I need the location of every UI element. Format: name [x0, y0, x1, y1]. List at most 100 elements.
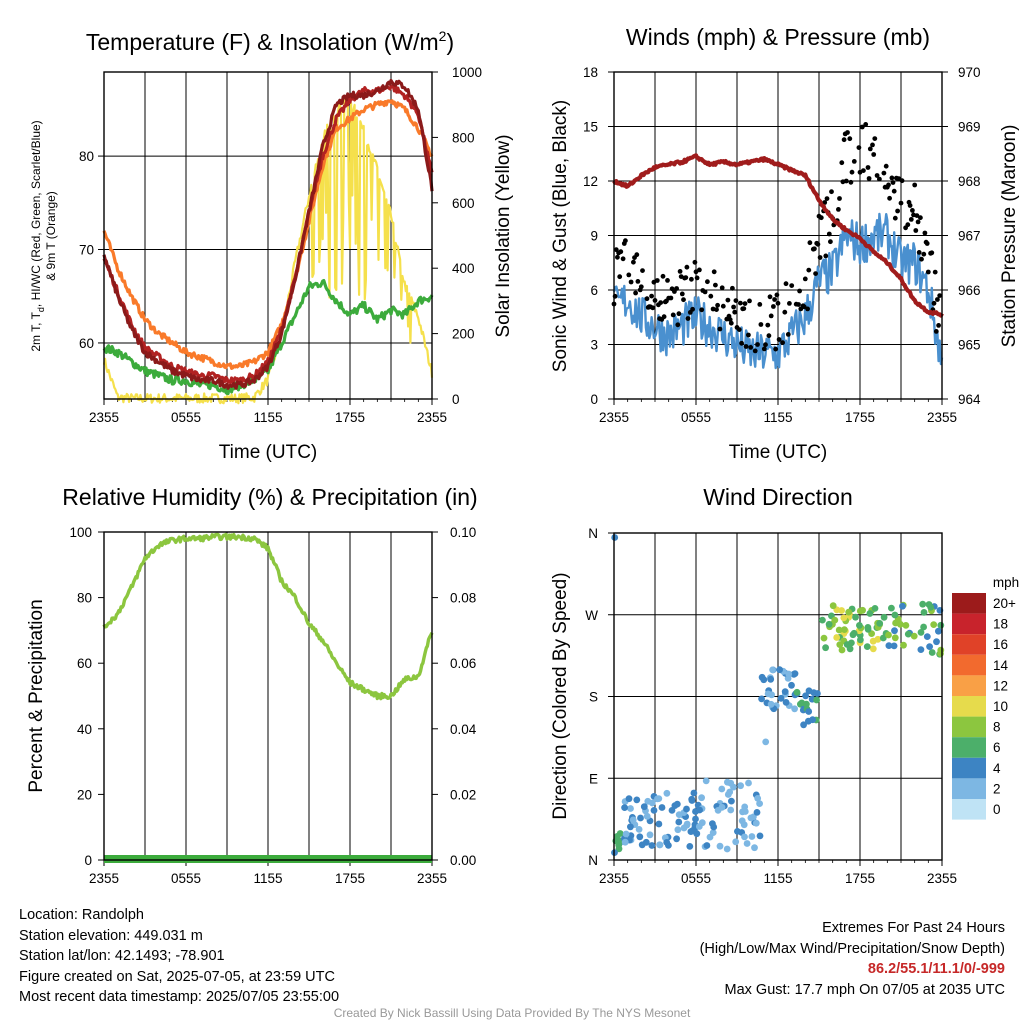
- direction-point: [899, 602, 906, 610]
- rh-y2tick-label: 0.06: [450, 656, 476, 671]
- direction-point: [800, 721, 807, 729]
- gust-point: [861, 168, 866, 174]
- gust-point: [670, 312, 676, 318]
- gust-point: [783, 281, 789, 287]
- extremes-values: 86.2/55.1/11.1/0/-999: [867, 961, 1005, 977]
- temp-ylabel-part: , HI/WC (Red, Green, Scarlet/Blue): [29, 120, 43, 307]
- gust-point: [899, 178, 905, 184]
- direction-point: [933, 638, 940, 646]
- temp-chart-title: Temperature (F) & Insolation (W/m2): [86, 28, 454, 55]
- gust-point: [644, 296, 650, 302]
- temp-9m-line: [102, 99, 434, 370]
- direction-point: [871, 605, 879, 612]
- gust-point: [802, 276, 808, 282]
- created-text: Figure created on Sat, 2025-07-05, at 23…: [19, 968, 335, 985]
- dir-ytick-label: N: [588, 526, 598, 541]
- gust-point: [674, 286, 679, 291]
- gust-point: [702, 289, 708, 295]
- dir-ytick-label: W: [585, 608, 598, 623]
- temp-y2tick-label: 400: [452, 261, 475, 276]
- gust-point: [931, 300, 937, 306]
- gust-point: [640, 268, 645, 273]
- gust-point: [908, 217, 914, 222]
- direction-point: [930, 621, 938, 628]
- gust-point: [699, 307, 705, 313]
- legend-swatch: [952, 737, 986, 758]
- direction-point: [902, 622, 910, 629]
- wind-ytick-label: 12: [583, 174, 598, 189]
- temp-y-axis-label-line2: & 9m T (Orange): [44, 191, 58, 281]
- rh-xtick-label: 1155: [253, 871, 282, 886]
- gust-point: [774, 292, 780, 298]
- wind-xtick-label: 1755: [845, 410, 875, 425]
- gust-point: [905, 222, 911, 228]
- direction-point: [810, 689, 818, 696]
- legend-label: 16: [993, 637, 1008, 652]
- direction-point: [644, 797, 652, 805]
- direction-point: [752, 819, 760, 827]
- gust-point: [733, 298, 739, 303]
- gust-point: [891, 188, 897, 194]
- direction-point: [822, 644, 829, 652]
- rh-xtick-label: 2355: [417, 871, 447, 886]
- gust-point: [867, 146, 873, 152]
- gust-point: [785, 332, 791, 337]
- direction-point: [852, 613, 859, 621]
- gust-point: [731, 304, 736, 310]
- direction-point: [900, 641, 907, 649]
- gust-point: [889, 175, 895, 181]
- direction-point: [622, 830, 630, 838]
- gust-point: [692, 259, 698, 265]
- direction-point: [745, 779, 752, 787]
- gust-point: [772, 297, 777, 302]
- rh-ytick-label: 40: [77, 722, 92, 737]
- gust-point: [806, 267, 812, 273]
- gust-point: [782, 309, 788, 315]
- gust-point: [829, 189, 834, 195]
- direction-point: [642, 838, 650, 846]
- gust-point: [681, 297, 686, 303]
- gust-point: [796, 302, 801, 307]
- direction-point: [633, 796, 641, 804]
- gust-point: [874, 173, 880, 178]
- legend-label: 18: [993, 617, 1008, 632]
- dir-xtick-label: 2355: [599, 871, 629, 886]
- direction-point: [891, 634, 899, 642]
- legend-label: 20+: [993, 596, 1016, 611]
- direction-point: [680, 824, 688, 832]
- direction-point: [696, 806, 703, 814]
- direction-point: [758, 695, 765, 703]
- gust-point: [935, 297, 940, 302]
- legend-label: 12: [993, 678, 1008, 693]
- direction-point: [689, 827, 696, 835]
- extremes-subheading: (High/Low/Max Wind/Precipitation/Snow De…: [699, 940, 1005, 957]
- gust-point: [748, 345, 754, 350]
- direction-point: [658, 804, 666, 811]
- gust-point: [916, 250, 922, 255]
- wind-y2tick-label: 968: [958, 174, 981, 189]
- gust-point: [919, 256, 924, 262]
- pressure-line: [612, 153, 944, 318]
- insolation-line: [102, 96, 434, 405]
- direction-point: [841, 626, 848, 633]
- gust-point: [847, 136, 853, 142]
- wind-x-axis-label: Time (UTC): [729, 442, 828, 463]
- wind-xtick-label: 2355: [599, 410, 629, 425]
- gust-point: [689, 276, 694, 282]
- gust-point: [736, 327, 742, 332]
- wind-speed-line: [612, 212, 944, 370]
- gust-point: [851, 159, 857, 164]
- dewpoint-line: [102, 279, 434, 396]
- direction-point: [885, 631, 892, 639]
- rh-y-axis-label: Percent & Precipitation: [26, 599, 47, 792]
- direction-point: [675, 811, 683, 818]
- gust-point: [807, 240, 813, 246]
- rh-y2tick-label: 0.08: [450, 591, 476, 606]
- gust-point: [725, 297, 731, 303]
- direction-point: [813, 696, 820, 704]
- legend-swatch: [952, 696, 986, 717]
- wind-y2tick-label: 969: [958, 120, 981, 135]
- direction-point: [904, 630, 912, 638]
- gust-point: [892, 215, 898, 221]
- direction-point: [627, 805, 634, 812]
